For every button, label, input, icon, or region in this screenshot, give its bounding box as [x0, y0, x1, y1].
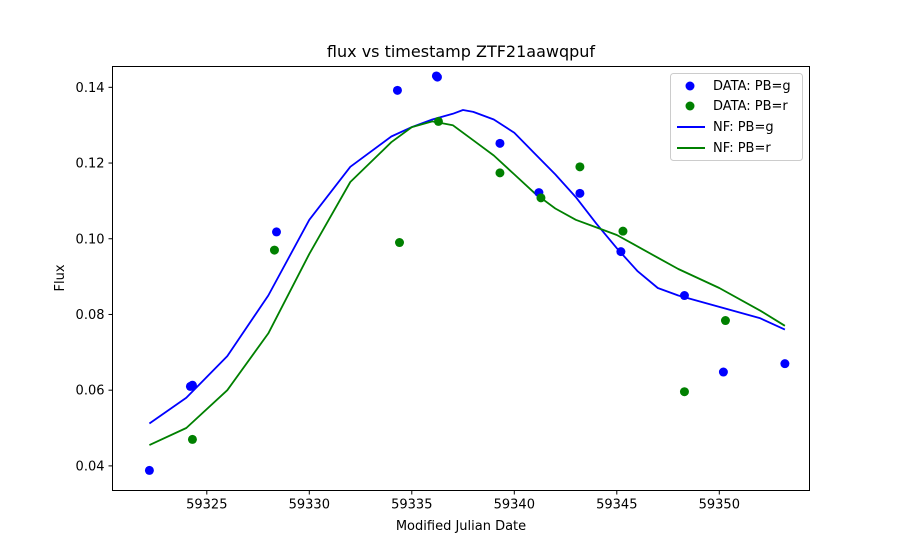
data-point-1-4 [495, 168, 505, 178]
y-tick-label: 0.12 [76, 157, 105, 172]
data-point-0-7 [495, 138, 505, 148]
x-tick-label: 59335 [391, 498, 432, 513]
data-point-0-6 [432, 72, 442, 82]
plot-frame [112, 66, 810, 491]
x-tick-label: 59330 [289, 498, 330, 513]
data-point-1-7 [618, 226, 628, 236]
legend-marker-data-g [685, 81, 695, 91]
series-line-3 [149, 120, 786, 446]
data-point-0-0 [144, 465, 154, 475]
series-line-2 [148, 109, 786, 425]
legend-label-data-r: DATA: PB=r [713, 99, 788, 114]
data-points [144, 71, 790, 475]
y-axis-ticks: 0.04 0.06 0.08 0.10 0.12 0.14 [76, 81, 113, 474]
data-point-1-5 [536, 193, 546, 203]
data-point-1-9 [720, 316, 730, 326]
data-point-1-1 [269, 245, 279, 255]
x-tick-label: 59340 [494, 498, 535, 513]
data-point-0-10 [616, 247, 626, 257]
data-point-1-8 [679, 387, 689, 397]
data-point-1-6 [575, 162, 585, 172]
data-point-1-3 [433, 116, 443, 126]
data-point-0-13 [780, 359, 790, 369]
legend-label-nf-g: NF: PB=g [713, 120, 774, 135]
x-tick-label: 59350 [699, 498, 740, 513]
y-tick-label: 0.10 [76, 232, 105, 247]
chart-title: flux vs timestamp ZTF21aawqpuf [327, 42, 596, 61]
data-point-0-11 [679, 291, 689, 301]
data-point-1-2 [395, 238, 404, 248]
data-point-0-9 [575, 188, 585, 198]
x-axis-label: Modified Julian Date [396, 519, 526, 534]
y-axis-label: Flux [53, 264, 68, 291]
legend-box [670, 73, 803, 161]
data-point-0-3 [272, 227, 281, 237]
data-point-1-0 [187, 434, 197, 444]
legend-marker-data-r [685, 101, 695, 111]
legend: DATA: PB=g DATA: PB=r NF: PB=g NF: PB=r [670, 73, 803, 161]
legend-label-data-g: DATA: PB=g [713, 79, 791, 94]
nf-lines [148, 109, 786, 446]
x-tick-label: 59345 [596, 498, 637, 513]
y-tick-label: 0.06 [76, 384, 105, 399]
x-tick-label: 59325 [186, 498, 227, 513]
data-point-0-4 [392, 85, 402, 95]
y-tick-label: 0.04 [76, 459, 105, 474]
data-point-0-2 [187, 380, 197, 390]
y-tick-label: 0.08 [76, 308, 105, 323]
data-point-0-12 [718, 367, 728, 377]
y-tick-label: 0.14 [76, 81, 105, 96]
legend-label-nf-r: NF: PB=r [713, 141, 771, 156]
x-axis-ticks: 59325 59330 59335 59340 59345 59350 [186, 490, 740, 513]
